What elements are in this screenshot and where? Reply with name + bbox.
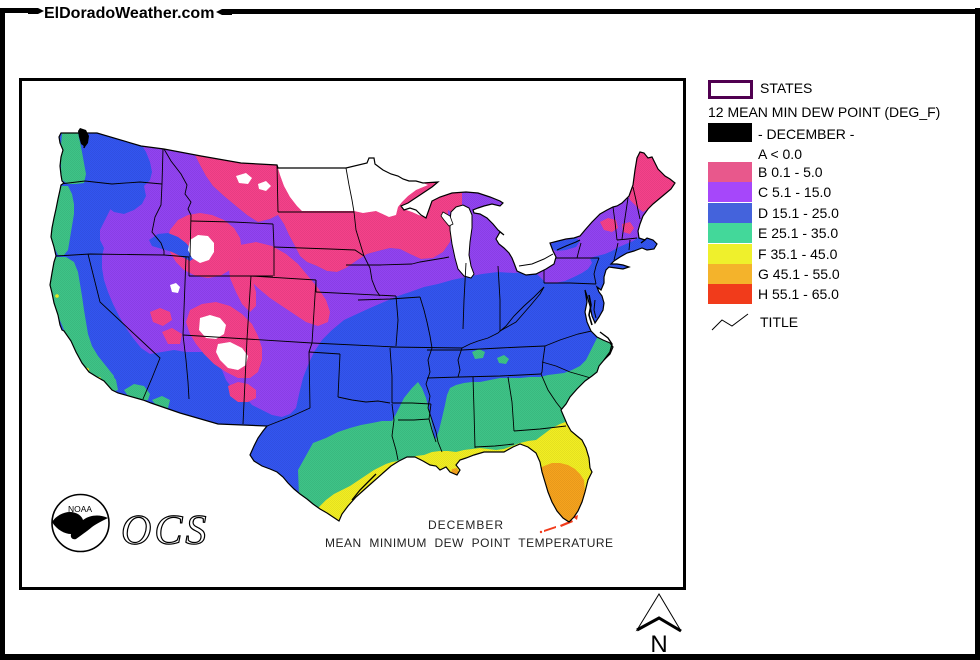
svg-text:N: N <box>650 631 667 658</box>
svg-text:NOAA: NOAA <box>68 504 92 514</box>
